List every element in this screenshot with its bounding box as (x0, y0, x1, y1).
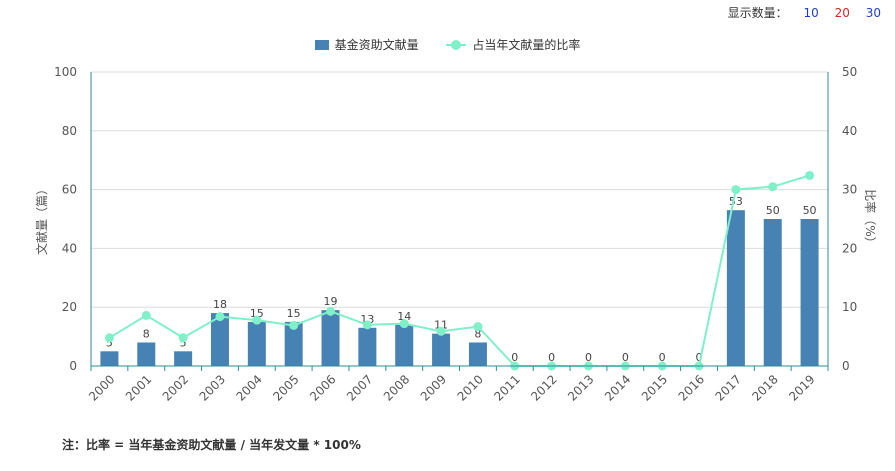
x-tick-label: 2013 (565, 372, 596, 403)
display-count-20[interactable]: 20 (834, 6, 850, 20)
y-tick-label-right: 20 (842, 241, 857, 255)
y-tick-label-left: 20 (62, 300, 77, 314)
bar-data-label: 0 (696, 351, 703, 364)
ratio-point (805, 170, 815, 180)
bar (210, 313, 229, 366)
x-tick-label: 2000 (86, 372, 117, 403)
display-count-label: 显示数量： (727, 6, 788, 20)
x-tick-label: 2002 (160, 372, 191, 403)
bar (432, 333, 451, 366)
bar-data-label: 15 (250, 307, 264, 320)
bar (137, 342, 156, 366)
y-tick-label-left: 100 (54, 65, 77, 79)
bar-data-label: 0 (585, 351, 592, 364)
bar (726, 210, 745, 366)
bar-data-label: 0 (659, 351, 666, 364)
ratio-point (768, 182, 778, 192)
legend-bar-swatch (314, 39, 329, 50)
x-tick-label: 2003 (197, 372, 228, 403)
bar-data-label: 0 (511, 351, 518, 364)
y-axis-label-right: 比率（%） (863, 189, 878, 248)
x-tick-label: 2016 (676, 372, 707, 403)
ratio-point (326, 306, 336, 316)
bar-data-label: 11 (434, 319, 448, 332)
x-tick-label: 2001 (123, 372, 154, 403)
x-tick-label: 2010 (455, 372, 486, 403)
x-tick-label: 2019 (786, 372, 817, 403)
x-tick-label: 2017 (712, 372, 743, 403)
ratio-point (731, 185, 741, 195)
x-tick-label: 2015 (639, 372, 670, 403)
legend-label-funded: 基金资助文献量 (334, 38, 419, 52)
ratio-point (104, 333, 114, 343)
display-count-30[interactable]: 30 (865, 6, 881, 20)
y-tick-label-left: 80 (62, 124, 77, 138)
bar-series (100, 210, 819, 366)
legend-item-ratio[interactable]: 占当年文献量的比率 (446, 36, 580, 53)
bar (800, 219, 819, 366)
bar-data-label: 18 (213, 298, 227, 311)
bar-data-label: 5 (106, 336, 113, 349)
chart-legend: 基金资助文献量 占当年文献量的比率 (0, 36, 895, 53)
ratio-point (436, 326, 446, 336)
bar-data-label: 50 (766, 204, 780, 217)
footnote: 注：比率 = 当年基金资助文献量 / 当年发文量 * 100% (62, 438, 361, 452)
bar-data-label: 15 (287, 307, 301, 320)
bar (174, 351, 193, 366)
x-tick-label: 2009 (418, 372, 449, 403)
bar (100, 351, 119, 366)
x-tick-label: 2006 (307, 372, 338, 403)
x-tick-label: 2011 (491, 372, 522, 403)
bar (358, 327, 377, 366)
ratio-point (289, 320, 299, 330)
x-tick-label: 2014 (602, 372, 633, 403)
y-tick-label-left: 60 (62, 183, 77, 197)
y-tick-label-right: 30 (842, 183, 857, 197)
bar-data-label: 8 (143, 327, 150, 340)
y-tick-label-right: 50 (842, 65, 857, 79)
bar-data-label: 0 (548, 351, 555, 364)
bar (763, 219, 782, 366)
legend-label-ratio: 占当年文献量的比率 (472, 38, 581, 52)
legend-line-swatch (446, 39, 467, 50)
bar (284, 321, 303, 366)
bar-data-label: 19 (324, 295, 338, 308)
x-tick-label: 2004 (233, 372, 264, 403)
bar-data-label: 5 (180, 336, 187, 349)
x-tick-label: 2005 (270, 372, 301, 403)
x-tick-label: 2007 (344, 372, 375, 403)
y-tick-label-left: 40 (62, 241, 77, 255)
bar (247, 321, 266, 366)
display-count-selector: 显示数量： 10 20 30 (728, 4, 881, 21)
bar-data-label: 50 (803, 204, 817, 217)
bar (321, 310, 340, 366)
x-tick-label: 2018 (749, 372, 780, 403)
x-tick-label: 2008 (381, 372, 412, 403)
ratio-point (252, 315, 262, 325)
y-tick-label-left: 0 (69, 359, 77, 373)
ratio-point (178, 333, 188, 343)
bar-data-label: 8 (474, 327, 481, 340)
y-tick-label-right: 10 (842, 300, 857, 314)
ratio-point (399, 319, 409, 329)
ratio-point (215, 312, 225, 322)
bar-data-label: 14 (397, 310, 411, 323)
bar-data-label: 0 (622, 351, 629, 364)
ratio-point (362, 320, 372, 330)
bar (468, 342, 487, 366)
bar-data-label: 53 (729, 195, 743, 208)
y-tick-label-right: 0 (842, 359, 850, 373)
display-count-10[interactable]: 10 (803, 6, 819, 20)
grid-lines (91, 71, 828, 308)
x-tick-label: 2012 (528, 372, 559, 403)
y-tick-label-right: 40 (842, 124, 857, 138)
legend-item-funded[interactable]: 基金资助文献量 (314, 36, 419, 53)
ratio-point (473, 322, 483, 332)
ratio-point (141, 310, 151, 320)
bar (395, 324, 414, 366)
y-axis-label-left: 文献量（篇） (34, 183, 49, 255)
